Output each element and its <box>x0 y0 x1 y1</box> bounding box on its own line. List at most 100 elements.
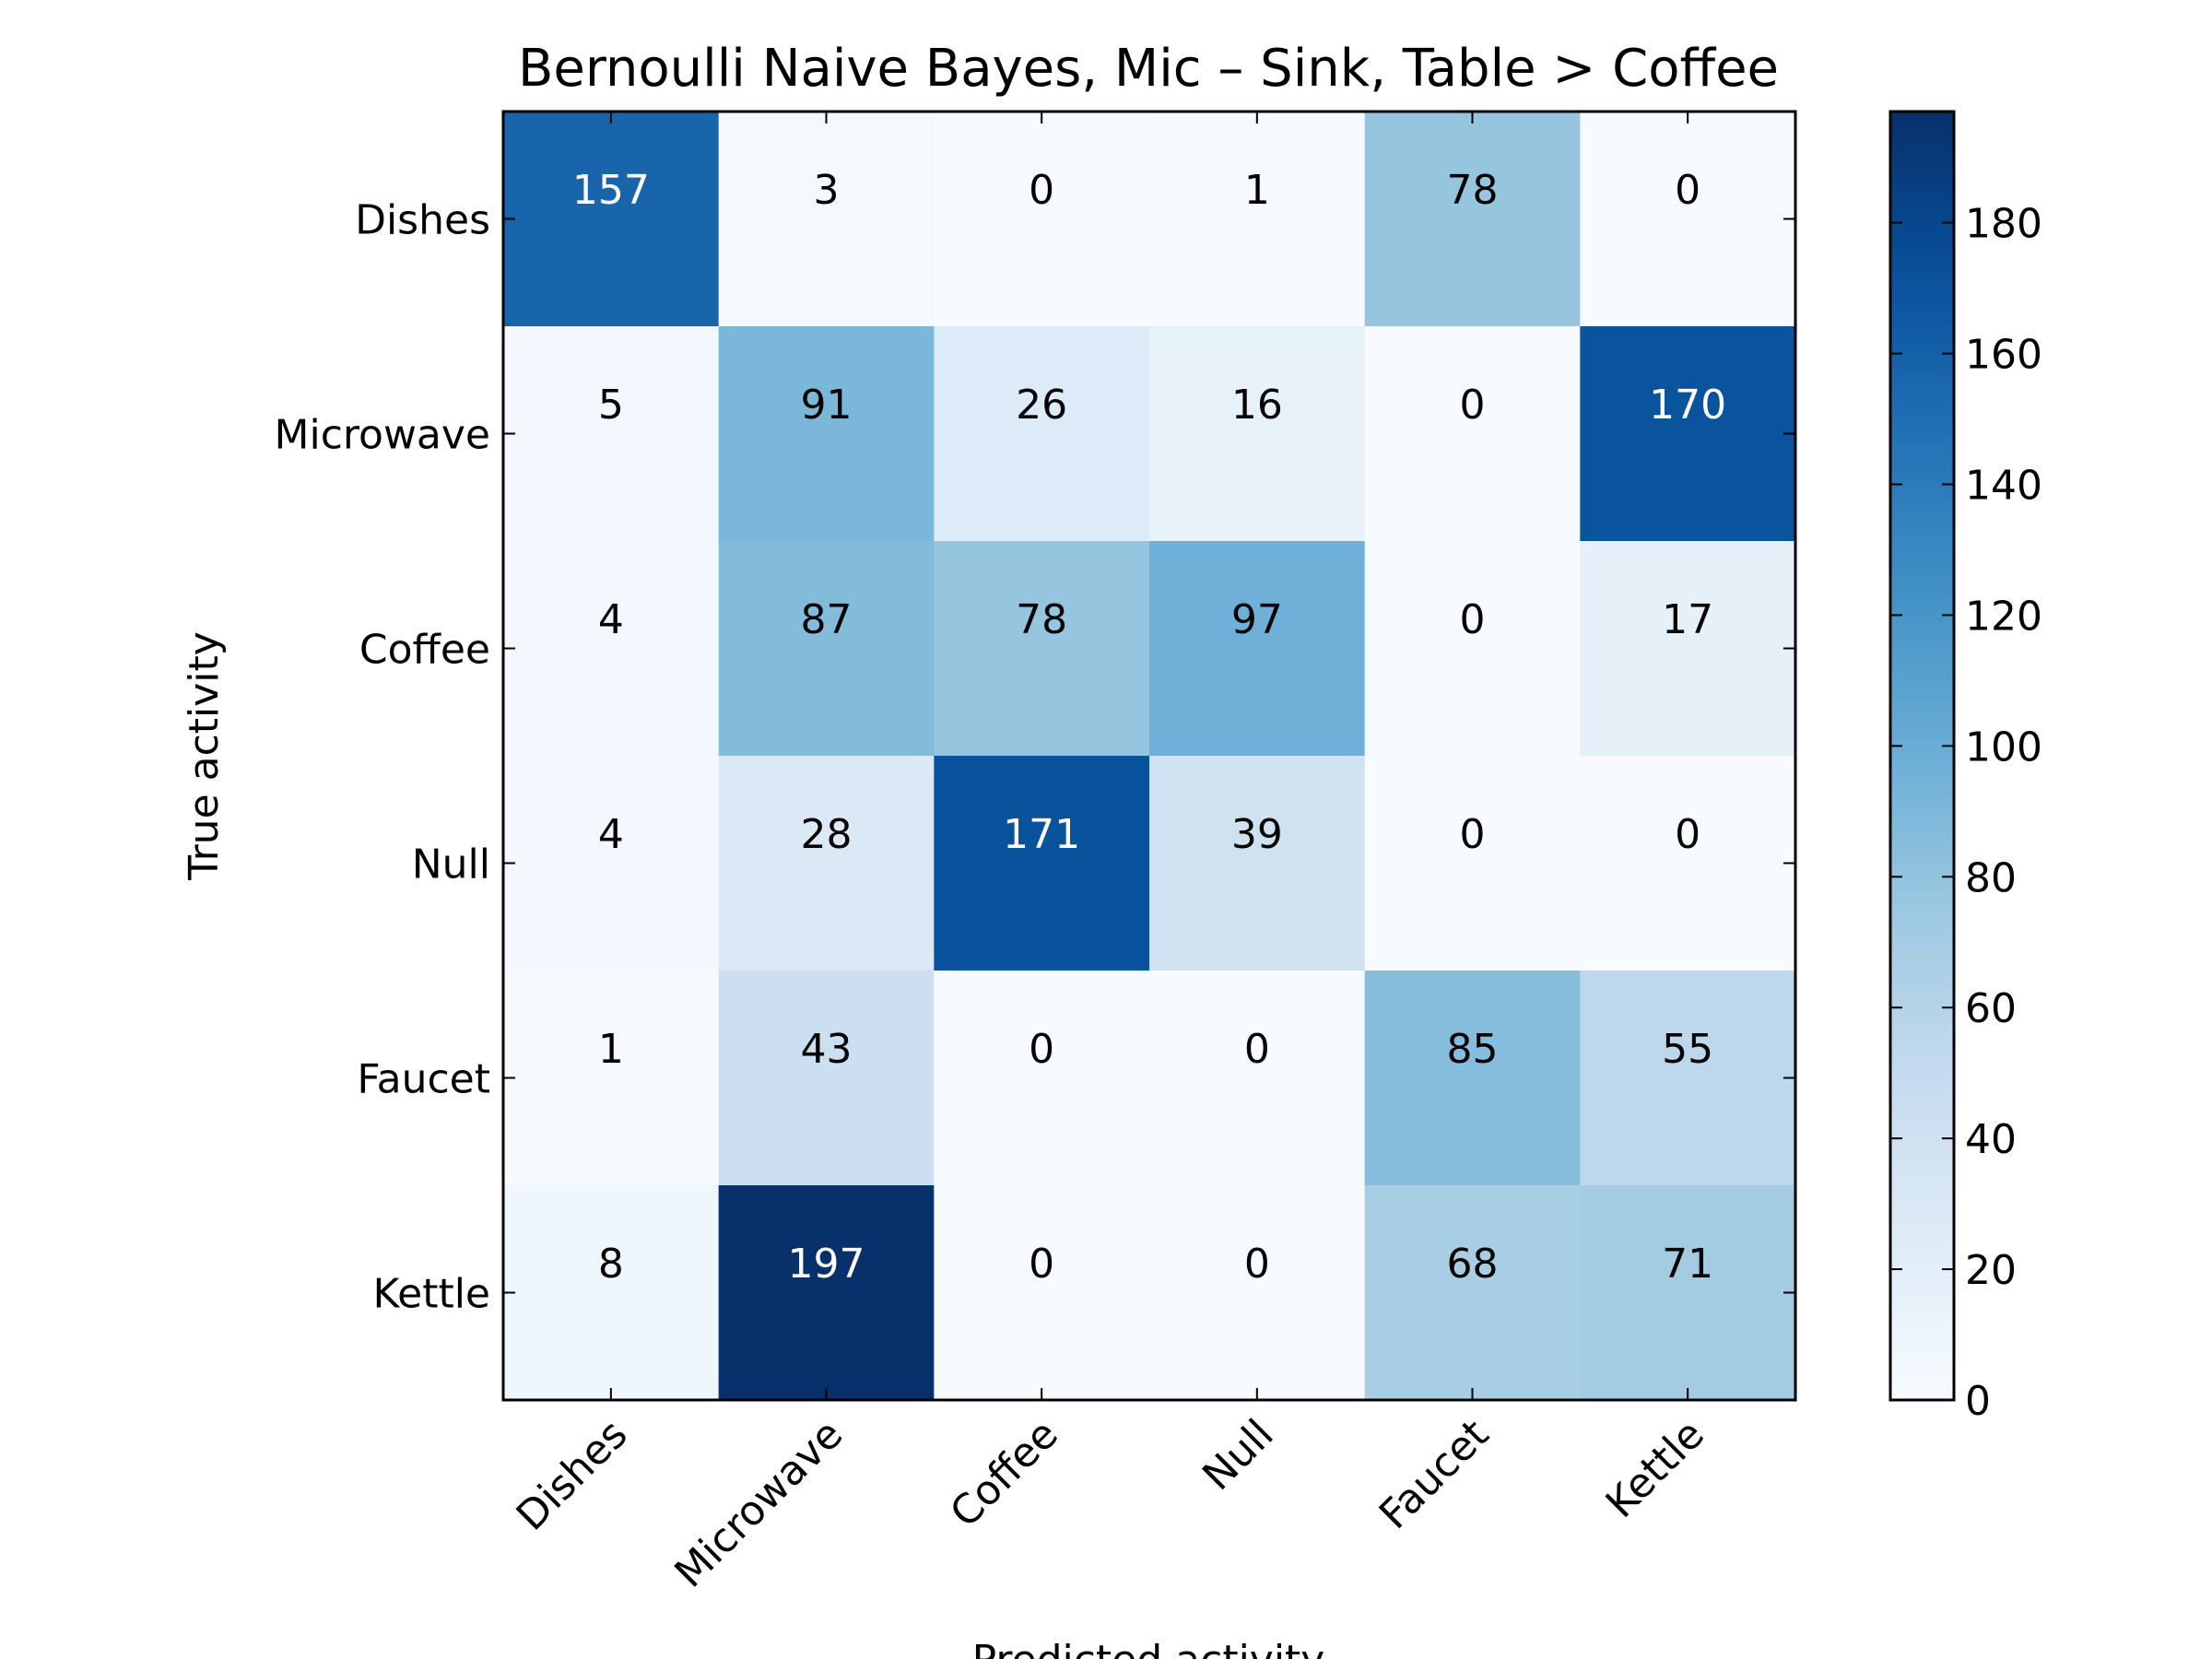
heatmap-cell <box>1149 326 1366 542</box>
cell-value-label: 8 <box>598 1241 624 1288</box>
heatmap-cell <box>1149 1185 1366 1401</box>
colorbar-tick-label: 20 <box>1965 1247 2017 1294</box>
x-tick-label: Coffee <box>941 1411 1067 1537</box>
colorbar-ticks: 0 20 40 60 80 100 120 140 160 180 <box>1890 201 2042 1425</box>
cell-value-label: 85 <box>1447 1026 1499 1073</box>
cell-value-label: 43 <box>801 1026 853 1073</box>
cell-value-label: 0 <box>1460 811 1486 858</box>
x-tick-label: Microwave <box>665 1411 852 1597</box>
cell-value-label: 1 <box>598 1026 624 1073</box>
cell-value-label: 3 <box>814 167 840 214</box>
heatmap-cell <box>503 112 720 327</box>
heatmap-cell <box>718 541 935 757</box>
heatmap-cell <box>718 756 935 971</box>
heatmap-cell <box>1364 541 1581 757</box>
heatmap-cell <box>718 326 935 542</box>
x-tick-labels: Dishes Microwave Coffee Null Faucet Kettle <box>508 1411 1713 1597</box>
colorbar <box>1888 110 1956 1402</box>
cell-value-label: 4 <box>598 811 624 858</box>
cell-value-label: 5 <box>598 382 624 429</box>
heatmap-cell <box>934 112 1150 327</box>
x-tick-label: Faucet <box>1371 1411 1498 1538</box>
y-tick-label: Coffee <box>359 627 490 674</box>
cell-value-label: 78 <box>1016 596 1067 643</box>
heatmap-cell <box>1580 112 1796 327</box>
cell-value-label: 197 <box>788 1241 865 1288</box>
y-tick-label: Kettle <box>372 1271 490 1318</box>
colorbar-tick-label: 40 <box>1965 1116 2017 1163</box>
x-axis-label: Predicted activity <box>972 1637 1325 1659</box>
heatmap-cell <box>503 971 720 1186</box>
heatmap-cell <box>1364 1185 1581 1401</box>
y-tick-label: Null <box>412 841 490 888</box>
y-tick-labels: Dishes Microwave Coffee Null Faucet Kettle <box>275 197 490 1318</box>
heatmap-cell <box>1149 756 1366 971</box>
heatmap-cell <box>718 112 935 327</box>
cell-value-label: 71 <box>1662 1241 1713 1288</box>
cell-value-label: 87 <box>801 596 853 643</box>
cell-value-label: 0 <box>1675 811 1700 858</box>
cell-value-label: 28 <box>801 811 853 858</box>
cell-value-label: 0 <box>1029 167 1054 214</box>
heatmap-cell <box>934 756 1150 971</box>
y-tick-label: Dishes <box>355 197 490 244</box>
heatmap-cell <box>1364 971 1581 1186</box>
cell-value-label: 39 <box>1231 811 1283 858</box>
heatmap-cell <box>934 541 1150 757</box>
heatmap-cell <box>718 1185 935 1401</box>
heatmap-cell <box>1364 326 1581 542</box>
heatmap-cell <box>1149 112 1366 327</box>
colorbar-tick-label: 100 <box>1965 724 2042 771</box>
heatmap-cell <box>503 326 720 542</box>
y-axis-label: True activity <box>181 631 228 881</box>
colorbar-tick-label: 0 <box>1965 1378 1991 1425</box>
y-tick-label: Microwave <box>275 412 490 459</box>
heatmap-cell <box>503 756 720 971</box>
x-tick-label: Dishes <box>508 1411 637 1540</box>
cell-value-label: 78 <box>1447 167 1499 214</box>
heatmap-cell <box>1580 326 1796 542</box>
colorbar-tick-label: 180 <box>1965 201 2042 248</box>
cell-value-label: 97 <box>1231 596 1283 643</box>
heatmap-cell <box>1580 1185 1796 1401</box>
cell-value-label: 170 <box>1649 382 1726 429</box>
x-tick-label: Null <box>1194 1411 1282 1500</box>
cell-value-label: 4 <box>598 596 624 643</box>
cell-value-label: 0 <box>1244 1026 1270 1073</box>
colorbar-tick-label: 140 <box>1965 462 2042 509</box>
heatmap-cells <box>503 112 1796 1401</box>
heatmap-cell <box>934 326 1150 542</box>
cell-value-label: 68 <box>1447 1241 1499 1288</box>
axis-ticks <box>503 112 1795 1400</box>
heatmap-cell <box>1580 971 1796 1186</box>
cell-value-label: 0 <box>1244 1241 1270 1288</box>
cell-value-label: 0 <box>1029 1241 1054 1288</box>
heatmap-cell <box>1364 112 1581 327</box>
heatmap-cell <box>1580 541 1796 757</box>
plot-frame <box>501 110 1797 1402</box>
heatmap-cell <box>503 541 720 757</box>
cell-value-label: 0 <box>1675 167 1700 214</box>
cell-value-label: 0 <box>1460 382 1486 429</box>
cell-value-label: 55 <box>1662 1026 1713 1073</box>
x-tick-label: Kettle <box>1597 1411 1713 1527</box>
cell-value-label: 0 <box>1029 1026 1054 1073</box>
colorbar-tick-label: 80 <box>1965 854 2017 901</box>
cell-value-label: 171 <box>1003 811 1080 858</box>
heatmap-cell <box>1149 971 1366 1186</box>
cell-value-label: 0 <box>1460 596 1486 643</box>
heatmap-cell <box>934 1185 1150 1401</box>
cell-value-label: 26 <box>1016 382 1067 429</box>
cell-value-label: 1 <box>1244 167 1270 214</box>
colorbar-tick-label: 60 <box>1965 985 2017 1032</box>
heatmap-cell <box>1580 756 1796 971</box>
chart-title: Bernoulli Naive Bayes, Mic – Sink, Table… <box>518 39 1779 99</box>
heatmap-cell <box>934 971 1150 1186</box>
cell-value-label: 17 <box>1662 596 1713 643</box>
cell-value-label: 91 <box>801 382 853 429</box>
colorbar-tick-label: 160 <box>1965 332 2042 379</box>
cell-value-label: 157 <box>572 167 650 214</box>
heatmap-cell <box>1364 756 1581 971</box>
